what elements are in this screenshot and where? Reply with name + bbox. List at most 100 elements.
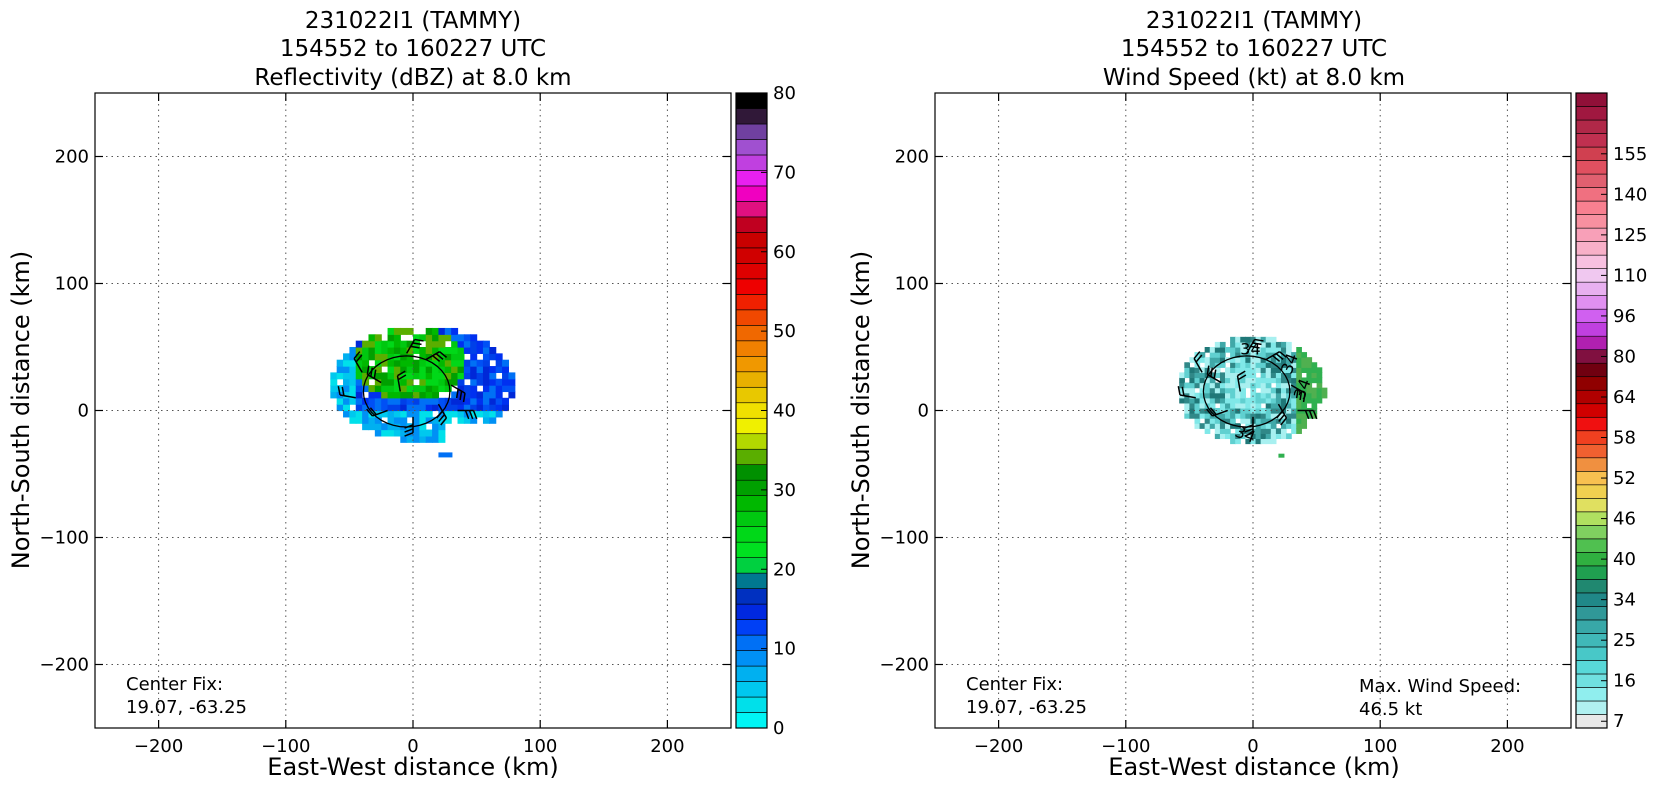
reflectivity-cell: [362, 340, 370, 348]
wind-speed-cell: [1225, 397, 1231, 404]
reflectivity-cell: [368, 340, 376, 348]
reflectivity-cell: [495, 353, 503, 361]
wind-speed-cell: [1278, 453, 1285, 458]
reflectivity-cell: [425, 378, 433, 386]
reflectivity-cell: [393, 410, 401, 418]
wind-speed-cell: [1230, 392, 1236, 399]
reflectivity-cell: [387, 385, 395, 393]
colorbar-bin: [1575, 335, 1608, 351]
wind-speed-cell: [1311, 397, 1318, 404]
wind-speed-cell: [1260, 347, 1267, 353]
reflectivity-cell: [470, 334, 478, 342]
reflectivity-cell: [400, 378, 408, 386]
reflectivity-cell: [463, 359, 471, 367]
reflectivity-cell: [387, 366, 395, 373]
reflectivity-cell: [432, 372, 440, 380]
reflectivity-cell: [368, 404, 376, 412]
wind-speed-cell: [1255, 352, 1262, 358]
reflectivity-cell: [381, 423, 389, 431]
wind-speed-cell: [1260, 372, 1267, 379]
reflectivity-cell: [432, 435, 440, 443]
reflectivity-cell: [413, 423, 420, 431]
reflectivity-cell: [406, 429, 414, 437]
reflectivity-cell: [406, 410, 414, 418]
colorbar-bin: [1575, 484, 1608, 499]
reflectivity-cell: [393, 397, 401, 405]
reflectivity-cell: [444, 372, 452, 380]
reflectivity-cell: [336, 397, 344, 405]
wind-speed-cell: [1270, 397, 1277, 404]
reflectivity-cell: [502, 359, 509, 367]
reflectivity-cell: [419, 397, 427, 405]
wind-barb-flag: [412, 342, 422, 346]
wind-speed-cell: [1265, 382, 1272, 389]
wind-speed-cell: [1255, 382, 1262, 389]
wind-speed-cell: [1184, 397, 1190, 404]
colorbar-bin: [1575, 579, 1608, 594]
wind-speed-cell: [1296, 418, 1302, 424]
wind-speed-cell: [1280, 347, 1287, 353]
wind-speed-cell: [1275, 428, 1282, 434]
wind-barb-flag: [1210, 367, 1213, 377]
reflectivity-cell: [343, 397, 350, 405]
wind-speed-cell: [1235, 397, 1241, 404]
reflectivity-cell: [444, 353, 452, 361]
wind-speed-cell: [1306, 387, 1313, 394]
colorbar-bin: [735, 340, 768, 357]
wind-speed-cell: [1311, 362, 1318, 368]
panel-title-line2: 154552 to 160227 UTC: [1121, 36, 1387, 62]
x-tick-label: 200: [1490, 736, 1524, 757]
reflectivity-cell: [432, 429, 440, 437]
wind-speed-cell: [1260, 341, 1267, 348]
colorbar-tick-label: 125: [1613, 225, 1647, 246]
wind-speed-cell: [1250, 336, 1257, 343]
wind-speed-cell: [1250, 397, 1257, 404]
reflectivity-cell: [482, 416, 490, 424]
colorbar-bin: [735, 294, 768, 311]
wind-speed-cell: [1296, 372, 1302, 379]
wind-speed-cell: [1235, 352, 1241, 358]
reflectivity-cell: [413, 334, 420, 342]
colorbar-bin: [1575, 119, 1608, 134]
wind-speed-cell: [1240, 336, 1246, 343]
wind-barb-staff: [1193, 358, 1203, 373]
wind-speed-cell: [1306, 413, 1313, 419]
wind-speed-cell: [1219, 372, 1226, 379]
colorbar-bin: [1575, 173, 1608, 188]
reflectivity-cell: [470, 416, 478, 424]
wind-barbs: [337, 338, 478, 437]
colorbar-bin: [735, 201, 768, 218]
reflectivity-cell: [374, 359, 382, 367]
reflectivity-cell: [387, 429, 395, 437]
colorbar-bin: [1575, 457, 1608, 472]
wind-speed-cell: [1291, 418, 1297, 424]
wind-speed-cell: [1321, 392, 1328, 399]
reflectivity-cell: [438, 327, 446, 335]
reflectivity-cell: [387, 359, 395, 367]
reflectivity-cell: [432, 385, 440, 393]
wind-speed-cell: [1219, 392, 1226, 399]
colorbar-tick-label: 70: [773, 162, 796, 183]
x-tick-label: 200: [650, 736, 684, 757]
axis-ticks: −200 −100 0 100 200 −200 −100 0 100 200: [40, 93, 731, 757]
reflectivity-cell: [444, 404, 452, 412]
reflectivity-cell: [400, 327, 408, 335]
wind-speed-cell: [1184, 362, 1190, 368]
colorbar-bin: [735, 123, 768, 140]
wind-speed-cell: [1291, 387, 1297, 394]
reflectivity-cell: [413, 397, 420, 405]
wind-speed-cell: [1306, 372, 1313, 379]
plot-gridlines: [935, 93, 1571, 728]
wind-speed-cell: [1265, 402, 1272, 409]
reflectivity-cell: [336, 385, 344, 393]
reflectivity-cell: [362, 372, 370, 380]
reflectivity-cell: [508, 372, 516, 380]
wind-barb-flag: [366, 408, 374, 417]
reflectivity-cell: [362, 404, 370, 412]
wind-speed-cell: [1214, 418, 1221, 424]
y-tick-label: −200: [880, 655, 929, 676]
reflectivity-cell: [400, 429, 408, 437]
wind-speed-cell: [1245, 372, 1252, 379]
colorbar-bin: [1575, 538, 1608, 553]
wind-speed-cell: [1230, 397, 1236, 404]
